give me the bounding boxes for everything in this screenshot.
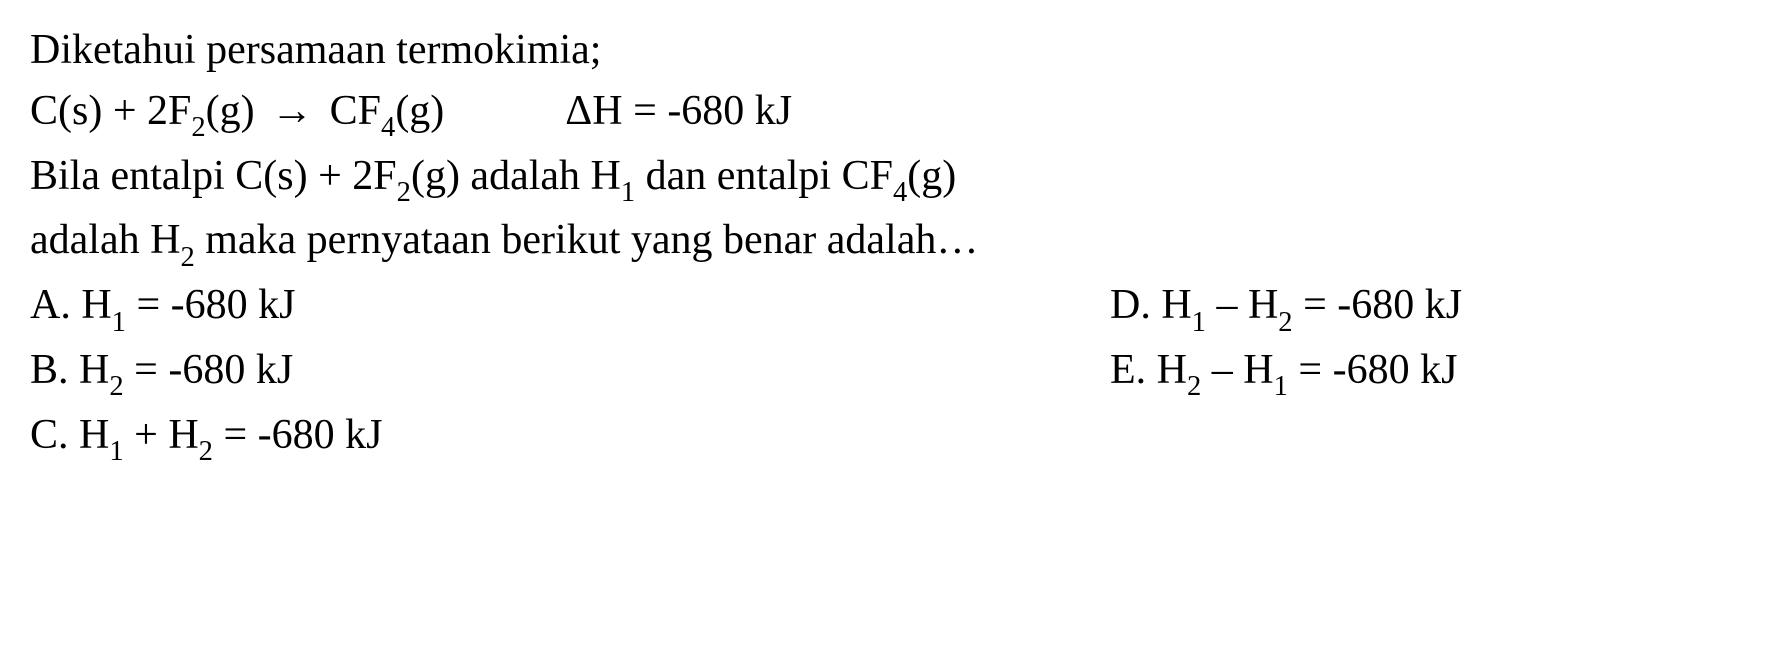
opt-d-mid: – H (1206, 282, 1278, 328)
ctx2-b: maka pernyataan berikut yang benar adala… (195, 217, 979, 263)
intro-text: Diketahui persamaan termokimia; (30, 27, 601, 73)
eq-lhs-post: (g) (206, 88, 255, 134)
opt-a-pre: A. H (30, 282, 112, 328)
option-b: B. H2 = -680 kJ (30, 340, 1110, 405)
opt-e-pre: E. H (1110, 347, 1187, 393)
opt-a-mid: = -680 kJ (126, 282, 296, 328)
opt-d-post: = -680 kJ (1293, 282, 1463, 328)
eq-rhs-post: (g) (395, 88, 444, 134)
opt-e-sub2: 1 (1274, 371, 1288, 402)
ctx1-a: Bila entalpi C(s) + 2F (30, 153, 397, 199)
ctx1-sub2: 1 (621, 177, 635, 208)
ctx1-b: (g) adalah H (411, 153, 621, 199)
context-line-1: Bila entalpi C(s) + 2F2(g) adalah H1 dan… (30, 146, 1743, 211)
opt-d-sub1: 1 (1192, 307, 1206, 338)
eq-rhs-sub: 4 (381, 112, 395, 143)
ctx1-d: (g) (907, 153, 956, 199)
context-line-2: adalah H2 maka pernyataan berikut yang b… (30, 210, 1743, 275)
option-d: D. H1 – H2 = -680 kJ (1110, 275, 1743, 340)
arrow-icon: → (265, 81, 319, 142)
option-c: C. H1 + H2 = -680 kJ (30, 405, 1743, 470)
equation-line: C(s) + 2F2(g) → CF4(g) ΔH = -680 kJ (30, 81, 1743, 146)
eq-rhs-pre: CF (330, 88, 381, 134)
opt-d-pre: D. H (1110, 282, 1192, 328)
option-a: A. H1 = -680 kJ (30, 275, 1110, 340)
ctx1-sub3: 4 (893, 177, 907, 208)
option-e: E. H2 – H1 = -680 kJ (1110, 340, 1743, 405)
opt-a-sub1: 1 (112, 307, 126, 338)
opt-b-sub1: 2 (109, 371, 123, 402)
opt-e-post: = -680 kJ (1288, 347, 1458, 393)
opt-c-post: = -680 kJ (213, 412, 383, 458)
ctx2-a: adalah H (30, 217, 180, 263)
eq-lhs-sub: 2 (191, 112, 205, 143)
opt-c-mid: + H (124, 412, 199, 458)
options-row-1: A. H1 = -680 kJ D. H1 – H2 = -680 kJ (30, 275, 1743, 340)
opt-c-sub1: 1 (109, 436, 123, 467)
opt-e-sub1: 2 (1187, 371, 1201, 402)
ctx2-sub1: 2 (180, 242, 194, 273)
opt-e-mid: – H (1201, 347, 1273, 393)
ctx1-c: dan entalpi CF (635, 153, 893, 199)
opt-c-pre: C. H (30, 412, 109, 458)
options-row-3: C. H1 + H2 = -680 kJ (30, 405, 1743, 470)
opt-c-sub2: 2 (199, 436, 213, 467)
intro-line: Diketahui persamaan termokimia; (30, 20, 1743, 81)
opt-b-mid: = -680 kJ (124, 347, 294, 393)
opt-b-pre: B. H (30, 347, 109, 393)
opt-d-sub2: 2 (1278, 307, 1292, 338)
options-row-2: B. H2 = -680 kJ E. H2 – H1 = -680 kJ (30, 340, 1743, 405)
eq-lhs-pre: C(s) + 2F (30, 88, 191, 134)
delta-h: ΔH = -680 kJ (565, 81, 792, 142)
ctx1-sub1: 2 (397, 177, 411, 208)
